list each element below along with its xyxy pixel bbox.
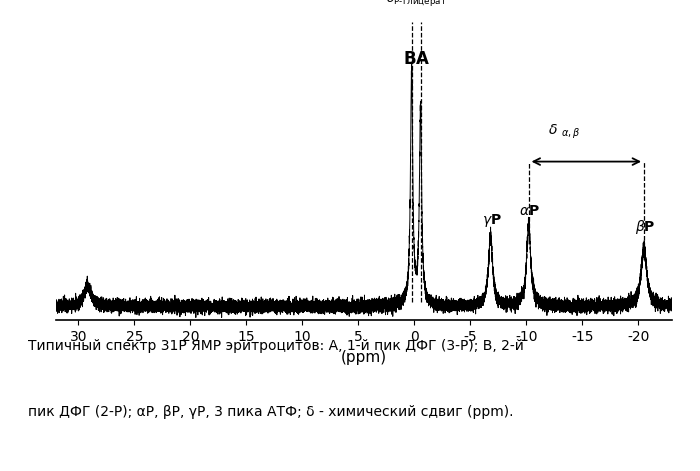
Text: $\delta_{\mathrm{P\text{-}глицерат}}$: $\delta_{\mathrm{P\text{-}глицерат}}$ bbox=[386, 0, 447, 8]
Text: $\delta\ _{\alpha,\beta}$: $\delta\ _{\alpha,\beta}$ bbox=[547, 122, 580, 140]
Text: $\beta$P: $\beta$P bbox=[635, 218, 655, 236]
X-axis label: (ppm): (ppm) bbox=[341, 349, 387, 365]
Text: $\alpha$P: $\alpha$P bbox=[519, 203, 540, 218]
Text: пик ДФГ (2-Р); αP, βP, γP, 3 пика АТФ; δ - химический сдвиг (ppm).: пик ДФГ (2-Р); αP, βP, γP, 3 пика АТФ; δ… bbox=[28, 405, 514, 419]
Text: B: B bbox=[403, 49, 416, 67]
Text: A: A bbox=[416, 49, 429, 67]
Text: $\gamma$P: $\gamma$P bbox=[482, 212, 502, 229]
Text: Типичный спектр 31P ЯМР эритроцитов: А, 1-й пик ДФГ (3-Р); В, 2-й: Типичный спектр 31P ЯМР эритроцитов: А, … bbox=[28, 339, 524, 353]
